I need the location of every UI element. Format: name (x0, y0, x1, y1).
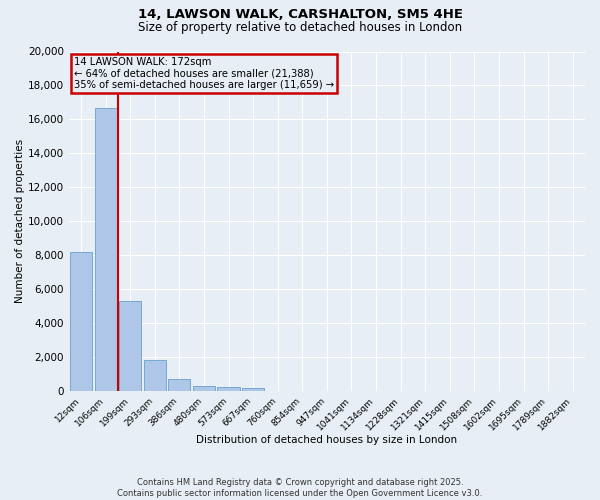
Y-axis label: Number of detached properties: Number of detached properties (15, 140, 25, 304)
Bar (193, 386, 215, 391)
Text: 14 LAWSON WALK: 172sqm
← 64% of detached houses are smaller (21,388)
35% of semi: 14 LAWSON WALK: 172sqm ← 64% of detached… (74, 56, 334, 90)
X-axis label: Distribution of detached houses by size in London: Distribution of detached houses by size … (196, 435, 457, 445)
Text: Size of property relative to detached houses in London: Size of property relative to detached ho… (138, 21, 462, 34)
Text: 14, LAWSON WALK, CARSHALTON, SM5 4HE: 14, LAWSON WALK, CARSHALTON, SM5 4HE (137, 8, 463, 20)
Bar (169, 380, 190, 391)
Bar (70, 252, 92, 391)
Bar (217, 388, 239, 391)
Bar (242, 388, 264, 391)
Bar (144, 360, 166, 391)
Text: Contains HM Land Registry data © Crown copyright and database right 2025.
Contai: Contains HM Land Registry data © Crown c… (118, 478, 482, 498)
Bar (95, 108, 117, 391)
Bar (119, 301, 141, 391)
